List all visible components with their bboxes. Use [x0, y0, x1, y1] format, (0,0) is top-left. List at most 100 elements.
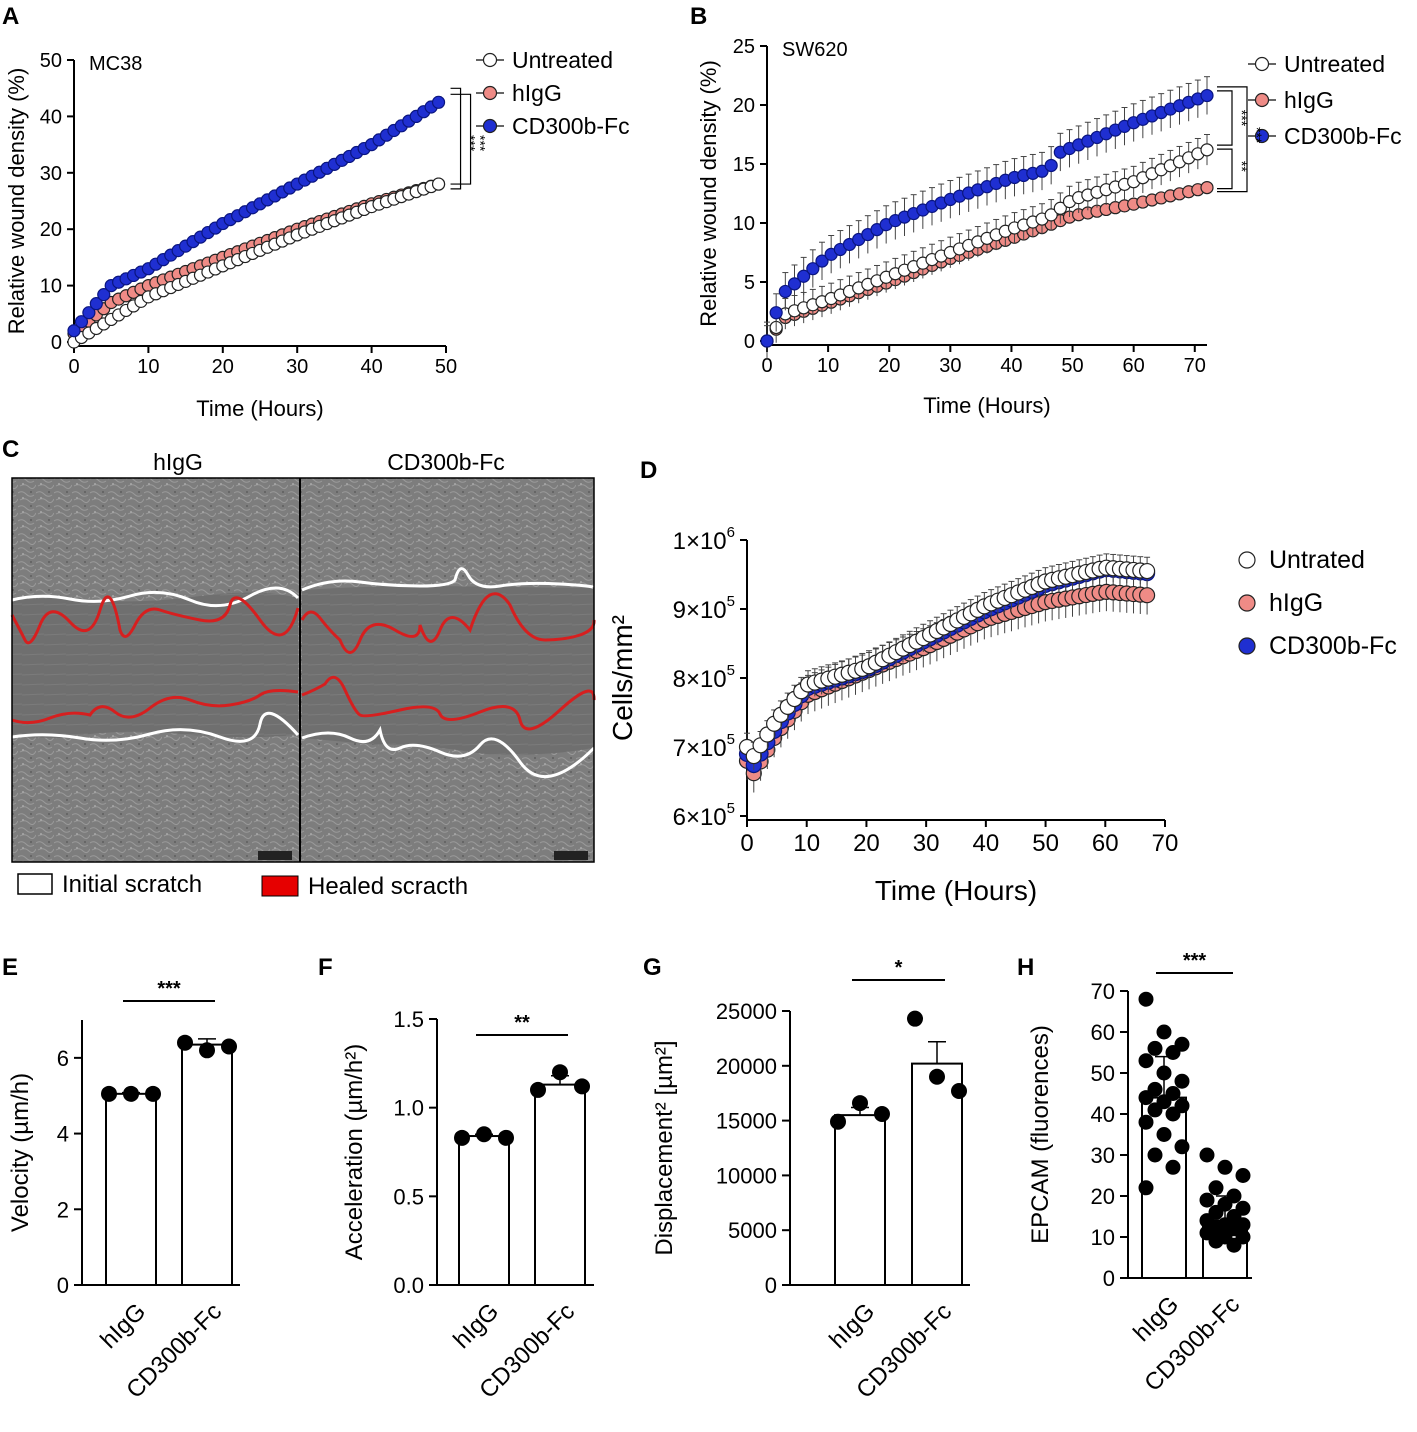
data-point [1035, 164, 1049, 178]
legend-label: CD300b-Fc [1284, 123, 1402, 149]
y-axis-label: Displacement² [µm²] [651, 1040, 678, 1255]
y-tick-label: 25 [733, 36, 755, 58]
data-point [221, 1038, 237, 1055]
y-tick-label: 6×105 [673, 800, 735, 831]
y-tick-label: 70 [1091, 979, 1115, 1004]
significance-label: *** [463, 135, 479, 152]
data-point [951, 1083, 967, 1100]
data-point [1138, 587, 1156, 604]
legend-item: Untreated [476, 47, 613, 73]
y-tick-label: 50 [1091, 1061, 1115, 1086]
panel-d-cells-per-area: 0 10 20 30 40 50 60 706×1057×1058×1059×1051×106… [607, 524, 1397, 906]
bar-group-higg: hIgG [824, 1095, 890, 1354]
series-untreated [67, 177, 446, 349]
legend-item: CD300b-Fc [1238, 632, 1397, 660]
panel-letter-d: D [640, 457, 657, 484]
y-axis-label: Cells/mm² [607, 615, 638, 741]
data-point [874, 1106, 890, 1123]
data-point [1138, 1053, 1154, 1069]
panel-letter-e: E [2, 954, 18, 981]
x-tick-label: 30 [939, 355, 961, 377]
x-tick-label: 30 [286, 356, 308, 378]
significance-label: *** [1249, 127, 1265, 144]
data-point [852, 1095, 868, 1112]
data-point [769, 306, 783, 320]
x-tick-label: 40 [1000, 355, 1022, 377]
y-tick-label: 0.5 [393, 1184, 424, 1209]
panel-letter-g: G [643, 954, 662, 981]
bracket [450, 87, 462, 190]
y-tick-label-exponent: 6 [727, 524, 735, 541]
legend-marker [1238, 637, 1256, 655]
y-tick-label-exponent: 5 [727, 662, 735, 679]
y-tick-label: 10000 [716, 1163, 777, 1188]
data-point [1156, 1024, 1172, 1040]
bar-group-higg: hIgG [1128, 991, 1190, 1347]
data-point [929, 1068, 945, 1085]
y-tick-label: 5000 [728, 1218, 777, 1243]
panel-letters: A B C D E F G H [2, 3, 1034, 981]
data-point [1044, 158, 1058, 173]
legend-swatch-healed [261, 875, 299, 897]
data-point [1235, 1168, 1251, 1183]
significance-brackets: ****** [450, 87, 489, 190]
y-tick-label-base: 7×10 [673, 735, 727, 762]
y-tick-label: 40 [1091, 1102, 1115, 1127]
panel-letter-f: F [318, 954, 333, 981]
y-tick-label: 1×106 [673, 524, 735, 555]
chart-title: MC38 [89, 53, 142, 75]
data-point [101, 1085, 117, 1102]
data-point [552, 1064, 568, 1081]
x-tick-label: 0 [740, 830, 753, 857]
y-tick-label: 20 [1091, 1184, 1115, 1209]
legend-marker [1238, 594, 1256, 612]
y-tick-label: 0.0 [393, 1273, 424, 1298]
legend-item: hIgG [476, 80, 562, 106]
series-untreated [760, 134, 1214, 357]
legend-item: CD300b-Fc [476, 113, 630, 139]
bar [458, 1135, 510, 1287]
data-point [1138, 1090, 1154, 1106]
data-point [145, 1085, 161, 1102]
y-tick-label: 0 [765, 1273, 777, 1298]
series-higg [760, 181, 1214, 348]
bar [181, 1043, 233, 1287]
y-tick-label-base: 1×10 [673, 528, 727, 555]
bar-group-higg: hIgG [448, 1126, 514, 1354]
x-tick-label: 50 [435, 356, 457, 378]
data-point [82, 306, 96, 320]
y-axis-label: Relative wound density (%) [696, 60, 721, 327]
series-untrated [738, 553, 1156, 770]
data-point [1147, 1040, 1163, 1056]
data-point [476, 1126, 492, 1143]
significance-label: ** [1234, 161, 1250, 172]
panel-letter-a: A [2, 3, 19, 30]
x-tick-label: 50 [1061, 355, 1083, 377]
legend-label-initial: Initial scratch [62, 871, 202, 898]
legend-item: hIgG [1248, 87, 1334, 113]
data-point [1208, 1180, 1224, 1196]
legend-item: Untreated [1248, 51, 1385, 77]
y-tick-label: 30 [40, 163, 62, 185]
panel-a-wound-density-mc38: 0 10 20 30 40 50 0 10 20 30 40 50 Time (Hours) Relati… [4, 47, 630, 421]
legend-marker [1254, 56, 1270, 72]
data-point [830, 1113, 846, 1130]
data-point [123, 1085, 139, 1102]
y-tick-label-exponent: 5 [727, 800, 735, 817]
y-tick-label: 4 [57, 1122, 69, 1147]
y-axis-label: Relative wound density (%) [4, 68, 29, 335]
x-tick-label: 0 [68, 356, 79, 378]
bar [834, 1114, 886, 1286]
data-point [1147, 1102, 1163, 1118]
y-tick-label: 10 [733, 213, 755, 235]
legend-marker [1254, 92, 1270, 108]
chart-title: SW620 [782, 39, 848, 61]
data-point [1199, 1192, 1215, 1208]
x-tick-label: 50 [1032, 830, 1059, 857]
data-point [1217, 1159, 1233, 1175]
data-point [454, 1129, 470, 1146]
data-point [67, 324, 81, 338]
